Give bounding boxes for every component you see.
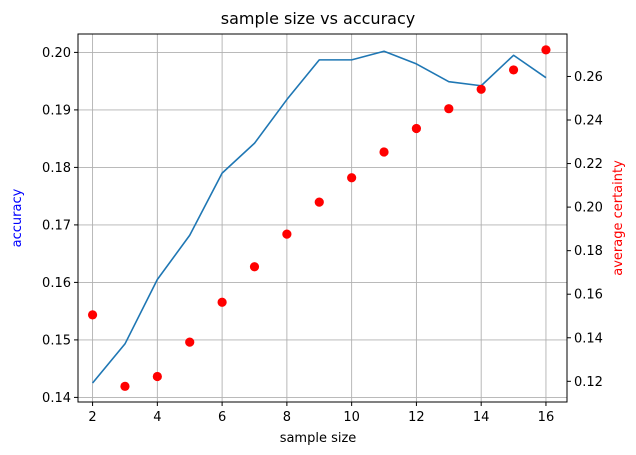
y-tick-label: 0.18	[42, 161, 71, 176]
certainty-point	[217, 297, 227, 307]
y2-axis-ticks: 0.12 0.14 0.16 0.18 0.20 0.22 0.24 0.26	[567, 70, 603, 390]
y-tick-label: 0.19	[42, 103, 71, 118]
certainty-point	[282, 229, 292, 239]
x-axis-ticks: 2 4 6 8 10 12 14 16	[88, 402, 554, 425]
y2-tick-label: 0.16	[574, 288, 603, 303]
certainty-point	[249, 262, 260, 272]
certainty-point	[411, 123, 422, 134]
y-axis-ticks: 0.14 0.15 0.16 0.17 0.18 0.19 0.20	[42, 46, 78, 406]
certainty-point	[347, 173, 357, 183]
chart-title: sample size vs accuracy	[221, 9, 415, 28]
x-tick-label: 16	[538, 410, 555, 425]
y-tick-label: 0.17	[42, 218, 71, 233]
certainty-point	[185, 337, 195, 347]
certainty-point	[120, 381, 130, 391]
accuracy-series	[91, 50, 547, 384]
x-tick-label: 10	[343, 410, 360, 425]
x-tick-label: 8	[283, 410, 291, 425]
x-tick-label: 6	[218, 410, 226, 425]
y2-tick-label: 0.18	[574, 244, 603, 259]
x-axis-label: sample size	[280, 431, 357, 446]
y-tick-label: 0.15	[42, 333, 71, 348]
y2-tick-label: 0.12	[574, 375, 603, 390]
y-tick-label: 0.16	[42, 276, 71, 291]
x-tick-label: 2	[88, 410, 96, 425]
average-certainty-series	[87, 45, 551, 391]
y2-tick-label: 0.22	[574, 157, 603, 172]
grid	[78, 34, 567, 402]
y2-tick-label: 0.14	[574, 331, 603, 346]
y2-tick-label: 0.26	[574, 70, 603, 85]
y2-axis-label: average certainty	[611, 160, 626, 276]
certainty-point	[87, 310, 98, 320]
x-tick-label: 12	[408, 410, 425, 425]
y-tick-label: 0.14	[42, 391, 71, 406]
y-axis-label: accuracy	[10, 188, 25, 247]
certainty-point	[379, 147, 389, 157]
certainty-point	[541, 45, 551, 55]
certainty-point	[444, 104, 454, 114]
x-tick-label: 4	[153, 410, 161, 425]
y2-tick-label: 0.20	[574, 201, 603, 216]
y-tick-label: 0.20	[42, 46, 71, 61]
y2-tick-label: 0.24	[574, 114, 603, 129]
certainty-point	[314, 197, 324, 207]
certainty-point	[476, 84, 486, 94]
accuracy-line	[91, 50, 547, 384]
certainty-point	[508, 65, 519, 75]
plot-frame	[77, 33, 568, 403]
certainty-point	[152, 371, 162, 382]
x-tick-label: 14	[473, 410, 490, 425]
